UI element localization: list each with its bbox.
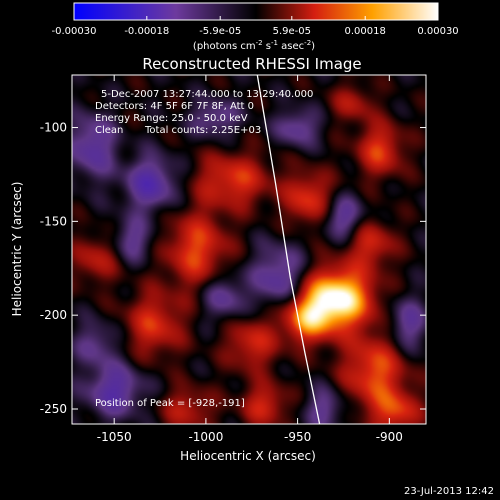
detectors-text: Detectors: 4F 5F 6F 7F 8F, Att 0: [95, 101, 254, 112]
y-axis-ticks: -100 -150 -200 -250: [40, 121, 426, 416]
chart-title: Reconstructed RHESSI Image: [142, 55, 361, 73]
x-tick-label: -1050: [97, 430, 132, 444]
colorbar-ticks: -0.00030 -0.00018 -5.9e-05 5.9e-05 0.00018 0.…: [52, 16, 459, 37]
colorbar-tick-label: 0.00018: [345, 26, 386, 37]
y-tick-label: -150: [40, 214, 67, 228]
colorbar-tick-label: 5.9e-05: [273, 26, 311, 37]
y-tick-label: -250: [40, 402, 67, 416]
peak-marker: [334, 295, 341, 302]
solar-limb-line: [256, 75, 321, 424]
total-counts-text: Total counts: 2.25E+03: [144, 125, 261, 136]
x-tick-label: -1000: [188, 430, 223, 444]
colorbar-tick-label: -5.9e-05: [199, 26, 241, 37]
y-tick-label: -100: [40, 121, 67, 135]
heatmap-image: [72, 75, 426, 424]
x-axis-ticks: -1050 -1000 -950 -900: [97, 75, 403, 444]
annotation-block: 5-Dec-2007 13:27:44.000 to 13:29:40.000 …: [95, 89, 313, 409]
colorbar-tick-label: -0.00018: [124, 26, 169, 37]
energy-range-text: Energy Range: 25.0 - 50.0 keV: [95, 113, 248, 124]
colorbar: -0.00030 -0.00018 -5.9e-05 5.9e-05 0.00018 0.…: [52, 2, 459, 52]
plot-area: -1050 -1000 -950 -900 -100 -150 -200 -250: [40, 74, 427, 444]
x-axis-label: Heliocentric X (arcsec): [180, 449, 316, 463]
y-axis-label: Heliocentric Y (arcsec): [10, 182, 24, 317]
colorbar-units-label: (photons cm-2 s-1 asec-2): [193, 39, 315, 52]
x-tick-label: -900: [376, 430, 403, 444]
clean-label: Clean: [95, 125, 123, 136]
x-tick-label: -950: [284, 430, 311, 444]
peak-position-text: Position of Peak = [-928,-191]: [95, 398, 245, 409]
plot-frame: [71, 74, 427, 425]
colorbar-tick-label: -0.00030: [52, 26, 97, 37]
colorbar-tick-label: 0.00030: [417, 26, 458, 37]
time-range-text: 5-Dec-2007 13:27:44.000 to 13:29:40.000: [101, 89, 313, 100]
timestamp: 23-Jul-2013 12:42: [404, 486, 494, 497]
y-tick-label: -200: [40, 308, 67, 322]
